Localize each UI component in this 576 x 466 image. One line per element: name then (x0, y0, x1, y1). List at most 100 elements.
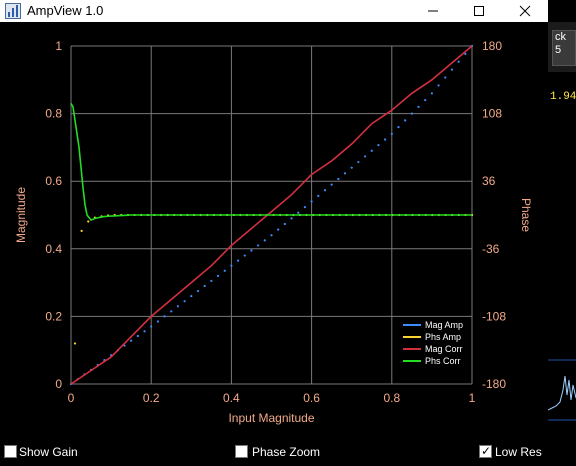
series-mag-amp-point (303, 206, 307, 209)
low-res-checkbox[interactable]: ✓ (479, 444, 492, 458)
close-icon (519, 5, 531, 17)
y-tick-label: 0.6 (45, 174, 62, 188)
legend-label: Phs Amp (425, 332, 461, 342)
options-bar: Show Gain Phase Zoom ✓ Low Res (0, 440, 548, 466)
series-mag-amp-point (136, 334, 139, 338)
series-mag-amp-point (350, 166, 353, 169)
background-window: ck 5 1.94 (548, 0, 576, 466)
y2-tick-label: 108 (482, 107, 502, 121)
maximize-button[interactable] (456, 0, 502, 22)
series-mag-amp-point (424, 98, 427, 102)
series-mag-amp-point (277, 228, 280, 231)
series-mag-amp-point (170, 310, 173, 313)
series-mag-amp-point (363, 155, 367, 158)
series-mag-amp-point (323, 189, 327, 192)
series-mag-amp-point (297, 211, 300, 214)
minimize-button[interactable] (410, 0, 456, 22)
series-mag-amp-point (310, 200, 313, 203)
y-tick-label: 0.4 (45, 242, 62, 256)
y2-tick-label: -36 (482, 242, 500, 256)
series-mag-amp-point (330, 183, 333, 186)
series-mag-amp-point (444, 76, 447, 79)
series-mag-amp-point (404, 119, 407, 122)
x-tick-label: 0 (68, 391, 75, 405)
series-mag-amp-point (156, 320, 159, 323)
series-mag-amp-point (190, 295, 193, 298)
legend-label: Mag Amp (425, 320, 463, 330)
series-mag-corr-line (70, 45, 473, 385)
series-mag-amp-point (223, 269, 226, 272)
series-mag-amp-point (230, 264, 233, 267)
series-mag-amp-point (370, 149, 373, 152)
series-mag-amp-point (343, 172, 347, 175)
series-mag-amp-point (337, 177, 340, 181)
series-phs-amp-point (80, 229, 83, 232)
series-mag-amp-point (150, 325, 153, 328)
series-mag-amp-point (257, 244, 260, 247)
low-res-label[interactable]: Low Res (495, 445, 542, 459)
series-mag-amp-point (203, 284, 206, 288)
legend: Mag Amp Phs Amp Mag Corr Phs Corr (403, 320, 463, 366)
series-mag-amp-point (263, 239, 266, 242)
window-titlebar: AmpView 1.0 (0, 0, 548, 22)
x-tick-label: 0.8 (383, 391, 400, 405)
series-mag-amp-point (457, 60, 460, 63)
background-button[interactable]: ck 5 (552, 30, 576, 66)
series-mag-amp-point (270, 234, 273, 237)
phase-zoom-label[interactable]: Phase Zoom (252, 445, 321, 459)
y-axis-label: Magnitude (14, 187, 28, 243)
series-mag-amp-point (236, 259, 240, 262)
series-mag-amp-point (357, 160, 360, 164)
series-mag-amp-point (417, 105, 420, 108)
show-gain-checkbox[interactable] (4, 445, 17, 458)
background-readout: 1.94 (550, 91, 576, 103)
series-mag-amp-point (243, 254, 246, 257)
series-phs-amp-point (87, 220, 90, 223)
y2-axis-label: Phase (519, 198, 533, 232)
series-mag-amp-point (390, 132, 393, 135)
series-mag-amp-point (377, 144, 380, 147)
x-axis-label: Input Magnitude (228, 411, 314, 425)
maximize-icon (474, 6, 484, 16)
y2-tick-label: 180 (482, 39, 502, 53)
background-button-label: ck (555, 31, 566, 43)
checkmark-icon: ✓ (481, 444, 492, 458)
series-mag-amp-point (183, 300, 186, 303)
series-mag-amp-point (384, 138, 387, 141)
phase-zoom-checkbox[interactable] (235, 445, 248, 458)
series-mag-amp-point (397, 126, 400, 129)
series-phs-corr-line (70, 103, 472, 222)
x-tick-label: 0.4 (223, 391, 240, 405)
y-tick-label: 0 (55, 377, 62, 391)
series-mag-amp-point (143, 330, 146, 333)
series-mag-amp-point (196, 289, 200, 293)
y2-tick-label: -180 (482, 377, 506, 391)
series-mag-amp-point (283, 222, 286, 226)
app-icon (5, 3, 21, 19)
series-phs-amp-point (73, 342, 77, 345)
series-mag-amp-point (163, 315, 166, 318)
y-tick-label: 1 (55, 39, 62, 53)
series-mag-amp-point (216, 274, 220, 277)
y-tick-label: 0.2 (45, 309, 62, 323)
amp-chart: 0 0.2 0.4 0.6 0.8 1 0 0.2 0.4 0.6 0.8 1 -180 -108 -36 3… (0, 22, 548, 440)
close-button[interactable] (502, 0, 548, 22)
minimize-icon (428, 10, 438, 12)
window-title: AmpView 1.0 (27, 3, 104, 18)
x-tick-label: 0.6 (303, 391, 320, 405)
series-mag-amp-point (450, 68, 454, 71)
background-spectrum (548, 359, 576, 421)
series-mag-amp-point (317, 194, 320, 197)
series-mag-amp-point (210, 279, 213, 283)
series-mag-amp-point (410, 112, 413, 115)
series-mag-amp-point (250, 249, 253, 252)
series-mag-amp-point (464, 52, 467, 55)
legend-label: Mag Corr (425, 344, 463, 354)
x-tick-label: 1 (469, 391, 476, 405)
series-mag-amp-point (130, 339, 133, 342)
series-mag-amp-point (430, 92, 433, 95)
show-gain-label[interactable]: Show Gain (19, 445, 78, 459)
y2-tick-label: -108 (482, 309, 506, 323)
series-mag-amp-point (176, 305, 180, 308)
x-tick-label: 0.2 (143, 391, 160, 405)
